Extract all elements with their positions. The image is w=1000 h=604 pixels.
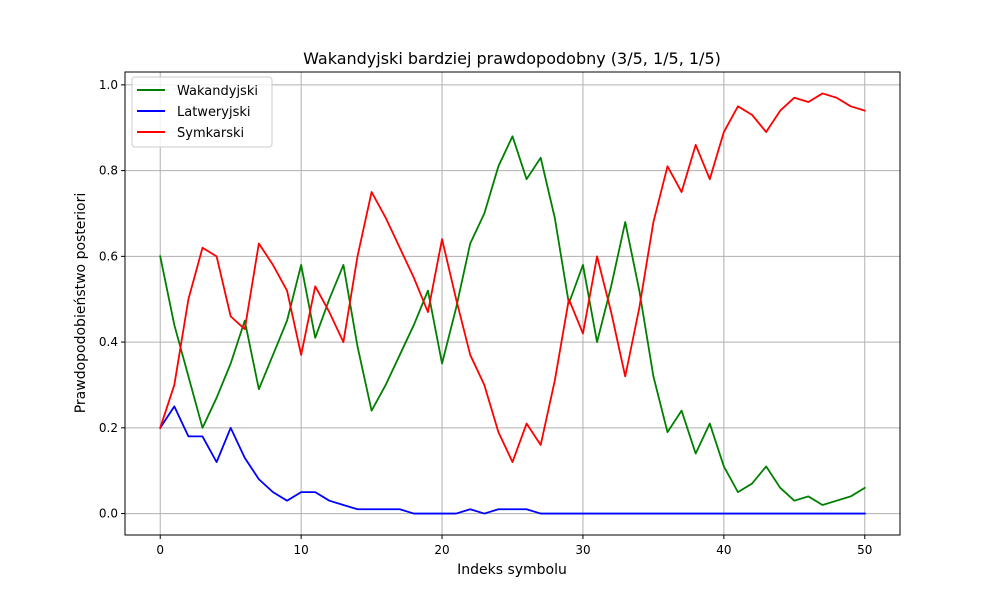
legend-label-symkarski: Symkarski xyxy=(177,126,244,141)
legend-box xyxy=(131,76,273,148)
chart-title: Wakandyjski bardziej prawdopodobny (3/5,… xyxy=(303,49,721,68)
legend-label-wakandyjski: Wakandyjski xyxy=(177,84,258,99)
plot-frame xyxy=(124,71,901,536)
x-tick-label: 10 xyxy=(293,543,308,557)
legend-label-latweryjski: Latweryjski xyxy=(177,105,251,120)
x-tick-label: 30 xyxy=(575,543,590,557)
x-tick-label: 40 xyxy=(716,543,731,557)
y-tick-label: 0.8 xyxy=(99,164,118,178)
series-lines xyxy=(158,92,867,515)
series-line-symkarski xyxy=(159,92,866,464)
x-tick-label: 0 xyxy=(156,543,164,557)
y-tick-label: 1.0 xyxy=(99,78,118,92)
axis-ticks: 0 10 20 30 40 50 0.0 0.2 0.4 0.6 0.8 1.0 xyxy=(99,78,873,557)
legend: Wakandyjski Latweryjski Symkarski xyxy=(131,76,273,148)
series-line-wakandyjski xyxy=(159,135,867,506)
x-axis-label: Indeks symbolu xyxy=(457,562,567,578)
series-line-latweryjski xyxy=(158,405,866,515)
y-axis-label: Prawdopodobieństwo posteriori xyxy=(73,193,89,414)
x-tick-label: 50 xyxy=(857,543,872,557)
y-tick-label: 0.4 xyxy=(99,335,118,349)
y-tick-label: 0.2 xyxy=(99,421,118,435)
y-tick-label: 0.0 xyxy=(99,507,118,521)
x-tick-label: 20 xyxy=(434,543,449,557)
y-tick-label: 0.6 xyxy=(99,249,118,263)
